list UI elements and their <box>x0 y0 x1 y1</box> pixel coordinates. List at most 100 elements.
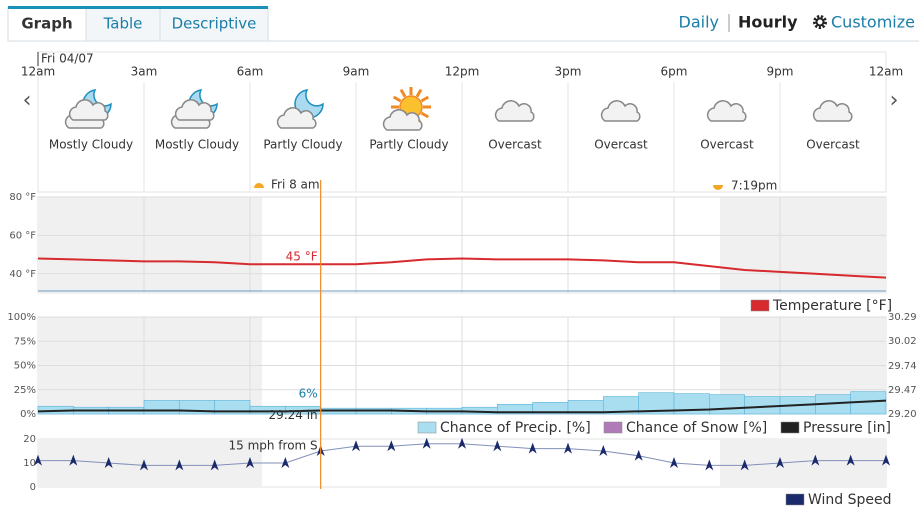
condition-label: Partly Cloudy <box>263 138 342 152</box>
y-tick-label: 29.20 <box>888 409 917 420</box>
weather-icon <box>600 100 641 122</box>
tab-bg <box>85 6 161 42</box>
wind-marker <box>564 442 572 454</box>
wind-marker <box>493 440 502 452</box>
precip-step <box>709 394 745 415</box>
view-toggle[interactable]: Daily <box>679 13 719 32</box>
weather-icon <box>276 89 324 129</box>
wind-marker <box>422 437 431 449</box>
cloud <box>68 99 109 121</box>
y-tick-label: 80 °F <box>9 192 36 203</box>
wind-marker <box>69 454 78 466</box>
time-label: 12am <box>869 65 903 79</box>
now-label: Fri 8 am <box>271 178 320 192</box>
wind-marker <box>740 459 749 471</box>
sun-ray <box>415 88 423 98</box>
gear-icon[interactable] <box>813 15 827 29</box>
y-tick-label: 29.74 <box>888 361 917 372</box>
prev-arrow[interactable]: ‹ <box>23 88 32 113</box>
time-label: 12pm <box>445 65 480 79</box>
value-label: 6% <box>299 387 318 401</box>
value-label: 45 °F <box>286 250 318 264</box>
view-toggle[interactable]: Hourly <box>738 13 798 32</box>
time-label: 3pm <box>555 65 582 79</box>
sun-ray <box>420 95 430 103</box>
wind-marker <box>599 445 608 456</box>
sunset-icon <box>713 185 723 190</box>
time-label: 9am <box>343 65 370 79</box>
tab-accent <box>86 6 160 9</box>
y-tick-label: 100% <box>7 312 36 323</box>
charts: 12am 3am 6am 9am 12pm 3pm 6pm 9pm 12am Mostly Clo… <box>7 65 916 509</box>
y-tick-label: 40 °F <box>9 269 36 280</box>
wind-marker <box>281 457 290 468</box>
condition-label: Mostly Cloudy <box>49 138 133 152</box>
sunrise-icon <box>254 183 264 188</box>
wind-marker <box>882 454 890 466</box>
y-tick-label: 60 °F <box>9 230 36 241</box>
weather-icon <box>382 87 431 131</box>
legend-label: Wind Speed <box>808 492 892 508</box>
night-shade <box>720 197 886 293</box>
y-tick-label: 50% <box>14 361 36 372</box>
legend-label: Temperature [°F] <box>772 298 892 314</box>
legend-swatch <box>417 421 437 434</box>
weather-icon <box>494 100 535 122</box>
y-tick-label: 0 <box>30 482 36 493</box>
wind-marker <box>776 457 784 468</box>
gear-ring <box>815 17 825 27</box>
condition-label: Mostly Cloudy <box>155 138 239 152</box>
sun-ray <box>420 111 430 119</box>
value-label: 15 mph from S <box>228 439 317 453</box>
tab[interactable]: Table <box>103 15 143 33</box>
wind-marker <box>175 459 184 471</box>
gear-teeth <box>813 15 827 29</box>
y-tick-label: 29.47 <box>888 385 917 396</box>
legend-label: Chance of Precip. [%] <box>440 420 591 436</box>
y-tick-label: 10 <box>23 458 36 469</box>
y-tick-label: 30.02 <box>888 336 917 347</box>
time-label: 12am <box>21 65 55 79</box>
value-label: 29.24 in <box>269 408 318 422</box>
wind-marker <box>140 459 148 471</box>
y-tick-label: 0% <box>20 409 36 420</box>
cloud <box>382 109 423 131</box>
y-tick-label: 25% <box>14 385 36 396</box>
moon <box>294 89 324 119</box>
weather-icon <box>812 100 853 122</box>
night-shade <box>720 439 886 487</box>
sunset-label: 7:19pm <box>731 179 777 193</box>
cloud <box>600 100 641 122</box>
time-label: 9pm <box>767 65 794 79</box>
time-label: 3am <box>131 65 158 79</box>
weather-icon <box>170 89 218 129</box>
pressure-line <box>37 399 887 414</box>
legend-swatch <box>750 299 770 312</box>
legend-swatch <box>785 493 805 506</box>
sun-ray <box>392 95 402 103</box>
tab-bg <box>7 6 87 42</box>
y-tick-label: 75% <box>14 336 36 347</box>
wind-marker <box>210 459 219 471</box>
night-shade <box>38 197 262 293</box>
legend-swatch <box>603 421 623 434</box>
tab-accent <box>8 6 86 9</box>
customize-link[interactable]: Customize <box>831 13 915 32</box>
condition-label: Partly Cloudy <box>369 138 448 152</box>
date: Fri 04/07 <box>41 52 94 66</box>
wind-marker <box>104 457 113 468</box>
time-label: 6am <box>237 65 264 79</box>
wind-marker <box>387 440 396 452</box>
weather-icon <box>706 100 747 122</box>
next-arrow[interactable]: › <box>890 88 899 113</box>
legend-swatch <box>780 421 800 434</box>
weather-icon <box>64 89 112 129</box>
tab[interactable]: Descriptive <box>172 15 257 33</box>
wind-marker <box>705 459 714 471</box>
cloud <box>812 100 853 122</box>
tab[interactable]: Graph <box>21 15 72 33</box>
wind-marker <box>528 442 537 454</box>
temperature-line <box>37 257 887 279</box>
wind-marker <box>811 454 820 466</box>
